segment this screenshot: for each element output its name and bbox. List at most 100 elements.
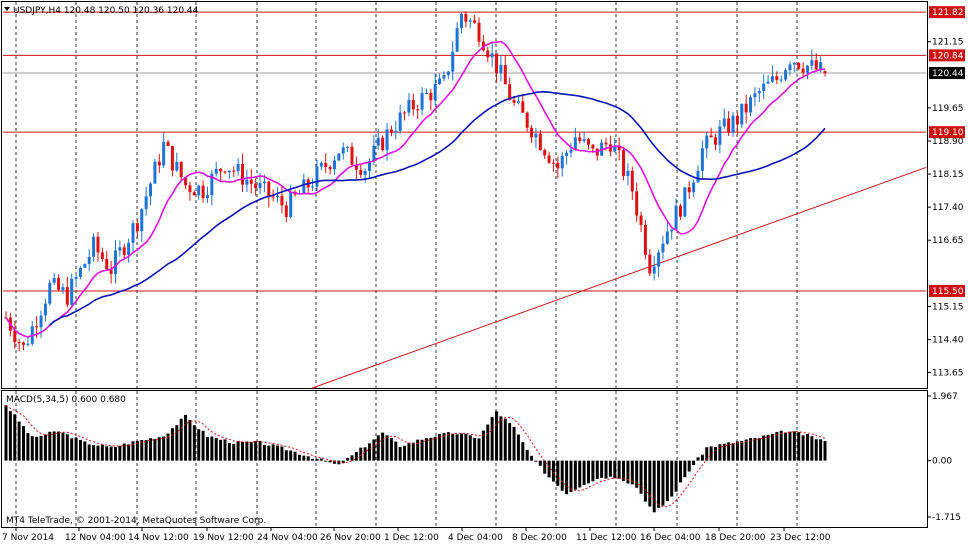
macd-tick-label: 1.967 (932, 392, 958, 402)
candle-body (319, 163, 323, 167)
macd-bar (578, 460, 582, 488)
macd-bar (678, 460, 682, 483)
macd-bar (363, 447, 367, 461)
macd-bar (700, 454, 704, 461)
candle-body (122, 247, 126, 256)
macd-bar (508, 423, 512, 461)
candle-body (744, 103, 748, 113)
candle-body (184, 177, 188, 186)
macd-bar (153, 439, 157, 461)
symbol-dropdown-arrow-icon[interactable] (4, 7, 10, 11)
candle-body (490, 53, 494, 58)
macd-bar (297, 454, 301, 461)
macd-bar (100, 444, 104, 461)
macd-bar (350, 455, 354, 461)
macd-bar (398, 446, 402, 461)
macd-bar (192, 425, 196, 461)
candle-body (538, 133, 542, 151)
candle-body (289, 191, 293, 218)
time-label: 8 Dec 20:00 (512, 533, 567, 543)
candle-body (100, 252, 104, 259)
candle-body (569, 149, 573, 153)
macd-bar (551, 460, 555, 482)
macd-bar (61, 432, 65, 461)
candle-body (232, 170, 236, 172)
macd-bar (446, 432, 450, 461)
macd-bar (39, 435, 43, 461)
macd-bar (714, 447, 718, 461)
macd-bar (170, 428, 174, 461)
price-tick-label: 119.65 (932, 104, 964, 114)
macd-bar (92, 445, 96, 461)
candle-body (805, 65, 809, 73)
candle-body (332, 160, 336, 170)
candle-body (661, 243, 665, 253)
candle-body (407, 99, 411, 113)
candle-body (551, 162, 555, 164)
level-tag-label: 120.84 (932, 51, 964, 61)
macd-bar (499, 416, 503, 461)
macd-bar (477, 438, 481, 461)
candle-body (92, 236, 96, 257)
candle-body (315, 166, 319, 187)
macd-bar (271, 444, 275, 461)
candle-body (819, 62, 823, 70)
macd-bar (135, 440, 139, 461)
macd-bar (652, 460, 656, 513)
macd-bar (705, 447, 709, 461)
trendline[interactable] (312, 166, 927, 389)
candle-body (525, 112, 529, 128)
macd-bar (784, 432, 788, 461)
candle-body (83, 264, 87, 268)
macd-bar (600, 460, 604, 478)
support-trendline (312, 166, 927, 389)
candle-body (350, 146, 354, 165)
macd-bar (96, 445, 100, 461)
time-label: 18 Dec 20:00 (705, 533, 766, 543)
candle-body (665, 231, 669, 244)
macd-bar (403, 445, 407, 461)
candle-body (341, 147, 345, 154)
horizontal-level-lines[interactable] (3, 11, 926, 292)
macd-bar (556, 460, 560, 486)
macd-bar (521, 442, 525, 461)
candle-body (516, 101, 520, 103)
candle-body (192, 192, 196, 196)
candle-body (459, 13, 463, 29)
candle-body (683, 187, 687, 217)
macd-bar (276, 445, 280, 461)
candle-body (26, 343, 30, 345)
price-axis-ticks: 121.15 119.65 118.90 118.15 117.40 116.65 115.… (927, 38, 964, 379)
macd-signal-line (5, 404, 826, 508)
macd-bar (166, 433, 170, 461)
macd-bar (105, 446, 109, 461)
candle-body (727, 118, 731, 133)
macd-bar (70, 438, 74, 461)
macd-histogram (4, 404, 827, 513)
candle-body (205, 195, 209, 199)
macd-bar (464, 433, 468, 461)
candle-body (416, 109, 420, 111)
candle-body (810, 60, 814, 66)
macd-bar (144, 440, 148, 461)
macd-bar (332, 460, 336, 464)
macd-bar (722, 443, 726, 461)
macd-bar (420, 439, 424, 461)
time-label: 4 Dec 04:00 (448, 533, 503, 543)
macd-bar (473, 437, 477, 461)
candle-body (613, 146, 617, 152)
candle-body (74, 276, 78, 279)
macd-bar (696, 457, 700, 461)
candle-body (512, 99, 516, 103)
candle-body (648, 254, 652, 274)
macd-bar (530, 455, 534, 461)
macd-tick-label: 0.00 (932, 457, 952, 467)
candle-body (197, 185, 201, 196)
macd-bar (258, 441, 262, 461)
candle-body (692, 182, 696, 193)
candle-body (547, 155, 551, 163)
macd-bar (48, 431, 52, 461)
level-tag-label: 119.10 (932, 128, 964, 138)
macd-bar (433, 436, 437, 461)
